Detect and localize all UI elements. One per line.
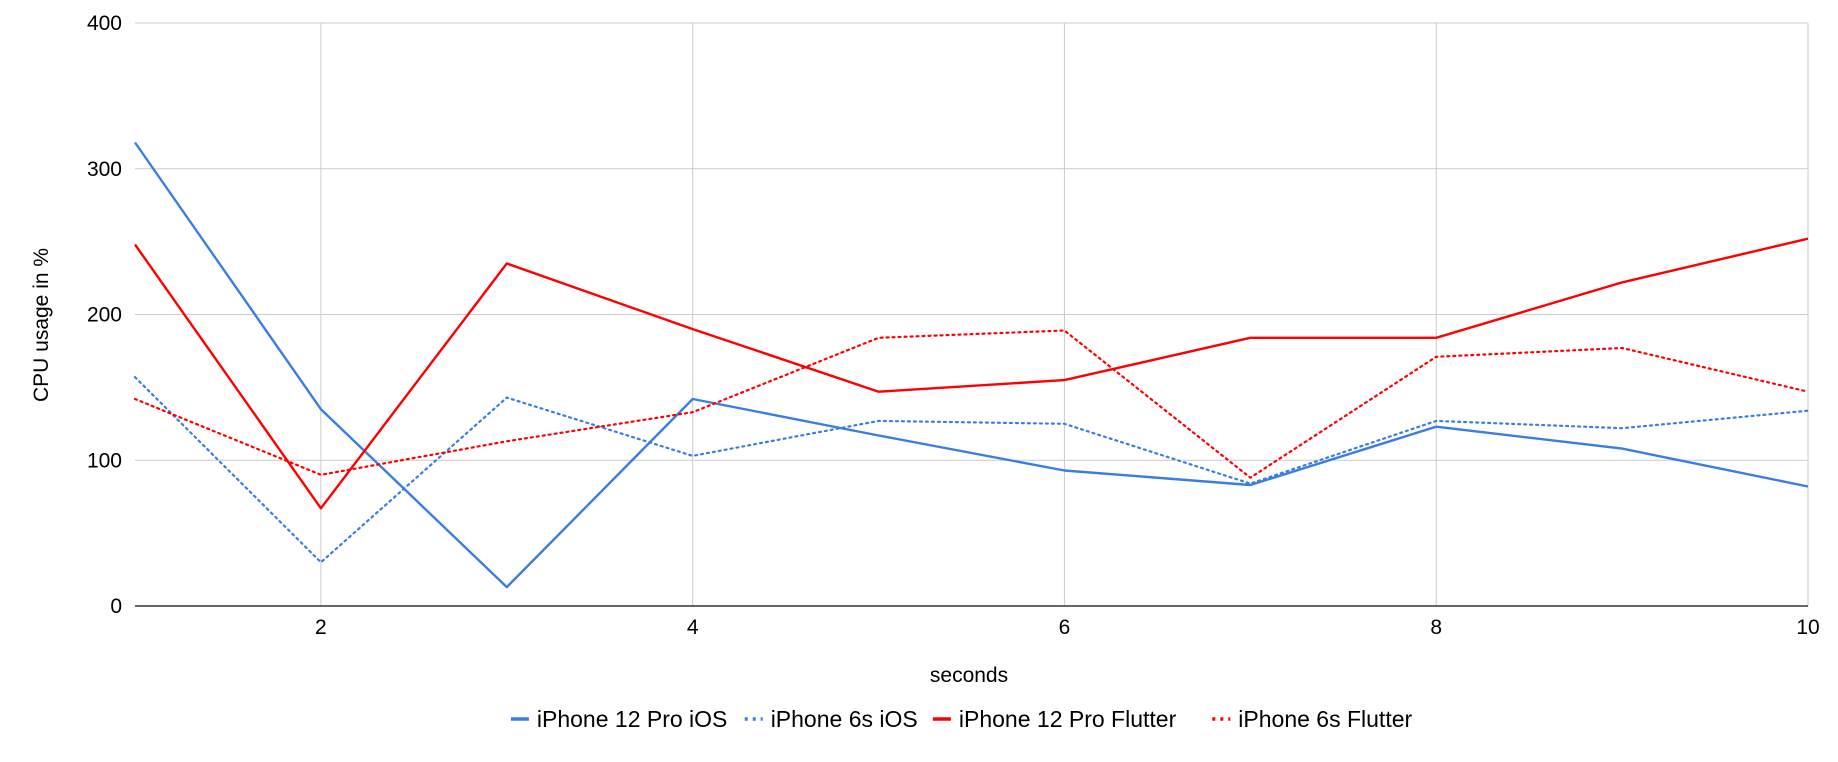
axes: 0 100 200 300 400 2 4 6 8 10	[87, 12, 1820, 639]
legend-item: iPhone 12 Pro iOS	[510, 706, 728, 732]
x-tick-label: 4	[687, 616, 699, 639]
legend-label: iPhone 12 Pro iOS	[537, 706, 728, 732]
series-line-iphone-6s-flutter	[133, 329, 1810, 479]
series-line-iphone-6s-ios	[133, 376, 1810, 564]
x-tick-label: 2	[315, 616, 327, 639]
legend-item: iPhone 6s iOS	[744, 706, 918, 732]
x-tick-label: 10	[1796, 616, 1819, 639]
y-tick-label: 400	[87, 12, 122, 35]
legend: iPhone 12 Pro iOS iPhone 6s iOS iPhone 12 …	[510, 706, 1413, 732]
grid	[135, 22, 1809, 606]
legend-item: iPhone 6s Flutter	[1212, 706, 1413, 732]
legend-label: iPhone 6s Flutter	[1238, 706, 1412, 732]
y-tick-label: 300	[87, 158, 122, 181]
series-line-iphone-12-pro-flutter	[134, 237, 1809, 510]
legend-label: iPhone 6s iOS	[771, 706, 918, 732]
y-tick-label: 100	[87, 449, 122, 472]
y-tick-label: 200	[87, 304, 122, 327]
y-tick-label: 0	[110, 595, 122, 618]
x-tick-label: 8	[1430, 616, 1442, 639]
x-axis-title: seconds	[930, 664, 1008, 687]
legend-item: iPhone 12 Pro Flutter	[932, 706, 1177, 732]
legend-label: iPhone 12 Pro Flutter	[959, 706, 1177, 732]
series-lines	[133, 141, 1810, 589]
series-line-iphone-12-pro-ios	[134, 141, 1809, 589]
x-tick-label: 6	[1059, 616, 1071, 639]
y-axis-title: CPU usage in %	[30, 248, 53, 402]
